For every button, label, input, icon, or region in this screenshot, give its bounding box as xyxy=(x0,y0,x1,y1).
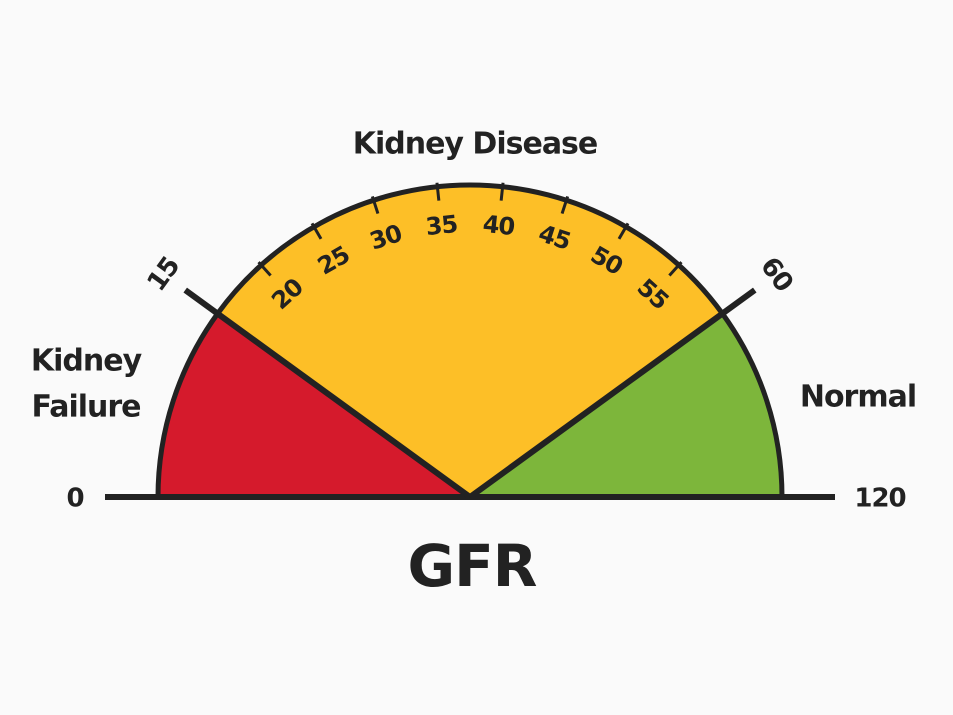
zone-label: Kidney xyxy=(31,344,143,379)
tick-label: 40 xyxy=(481,210,515,241)
boundary-line xyxy=(183,287,472,500)
tick-mark xyxy=(310,222,323,240)
zone-label: Failure xyxy=(31,390,140,425)
zone-wedge xyxy=(467,311,785,500)
tick-label: 120 xyxy=(854,484,905,514)
boundary-line xyxy=(468,287,757,500)
zone-label: Kidney Disease xyxy=(353,127,598,162)
tick-mark xyxy=(617,222,630,240)
axis-label: GFR xyxy=(408,532,537,600)
tick-label: 0 xyxy=(66,484,83,514)
tick-mark xyxy=(560,196,570,215)
tick-mark xyxy=(499,182,505,201)
zone-wedge xyxy=(215,182,725,500)
tick-mark xyxy=(435,182,441,201)
tick-label: 35 xyxy=(424,210,458,241)
zone-wedge xyxy=(155,311,473,500)
tick-mark xyxy=(668,261,683,277)
zone-label: Normal xyxy=(800,380,916,415)
tick-mark xyxy=(257,261,272,277)
tick-mark xyxy=(370,196,380,215)
